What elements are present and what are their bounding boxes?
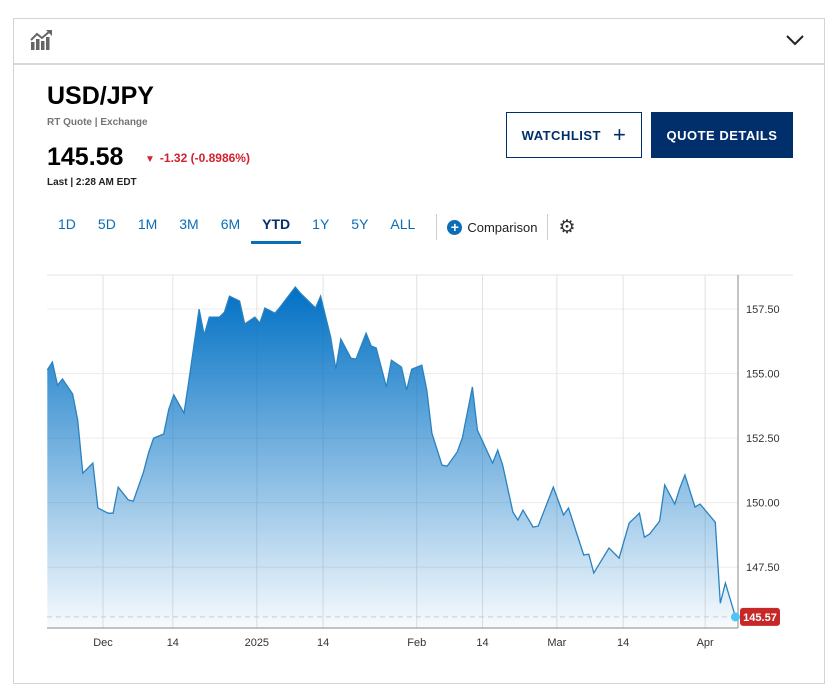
tab-1m[interactable]: 1M	[137, 216, 158, 232]
tab-5d[interactable]: 5D	[97, 216, 116, 232]
x-tick-label: Mar	[547, 637, 566, 649]
x-tick-label: 2025	[245, 637, 269, 649]
x-tick-label: Feb	[407, 637, 426, 649]
last-price: 145.58	[47, 143, 124, 171]
quote-source: RT Quote | Exchange	[47, 117, 148, 128]
last-value-badge	[740, 607, 780, 626]
y-tick-label: 155.00	[746, 369, 780, 381]
tab-all[interactable]: ALL	[390, 216, 416, 232]
divider	[436, 214, 438, 240]
gear-icon[interactable]: ⚙	[558, 216, 576, 238]
watchlist-button[interactable]: WATCHLIST +	[506, 112, 642, 158]
range-tabs: 1D 5D 1M 3M 6M YTD 1Y 5Y ALL + Comparison…	[47, 210, 575, 244]
add-circle-icon: +	[447, 219, 463, 235]
divider	[547, 214, 549, 240]
price-area	[47, 287, 736, 628]
y-tick-label: 157.50	[746, 304, 780, 316]
watchlist-label: WATCHLIST	[521, 127, 601, 143]
price-change: ▼ -1.32 (-0.8986%)	[145, 151, 250, 165]
x-tick-label: Dec	[93, 637, 113, 649]
comparison-button[interactable]: + Comparison	[447, 219, 538, 235]
last-value-label: 145.57	[743, 612, 777, 624]
comparison-label: Comparison	[467, 219, 538, 235]
chart-growth-icon	[30, 29, 54, 56]
card-header	[14, 19, 824, 65]
x-tick-label: Apr	[697, 637, 714, 649]
y-tick-label: 152.50	[746, 433, 780, 445]
x-tick-label: 14	[317, 637, 329, 649]
y-tick-label: 150.00	[746, 498, 780, 510]
last-updated: Last | 2:28 AM EDT	[47, 177, 137, 188]
change-value: -1.32 (-0.8986%)	[159, 151, 250, 165]
tab-1d[interactable]: 1D	[58, 216, 76, 232]
down-arrow-icon: ▼	[145, 154, 155, 165]
tab-5y[interactable]: 5Y	[351, 216, 369, 232]
chart-card	[13, 18, 825, 684]
x-tick-label: 14	[617, 637, 629, 649]
x-tick-label: 14	[476, 637, 488, 649]
y-tick-label: 147.50	[746, 562, 780, 574]
plus-icon: +	[613, 122, 627, 147]
quote-details-button[interactable]: QUOTE DETAILS	[651, 112, 793, 158]
tab-1y[interactable]: 1Y	[312, 216, 330, 232]
chevron-down-icon[interactable]	[786, 33, 804, 51]
tab-3m[interactable]: 3M	[179, 216, 199, 232]
tab-ytd[interactable]: YTD	[251, 210, 302, 244]
x-tick-label: 14	[167, 637, 179, 649]
tab-6m[interactable]: 6M	[220, 216, 241, 232]
symbol-title: USD/JPY	[47, 82, 154, 110]
price-line	[46, 286, 737, 618]
last-point	[731, 612, 740, 622]
